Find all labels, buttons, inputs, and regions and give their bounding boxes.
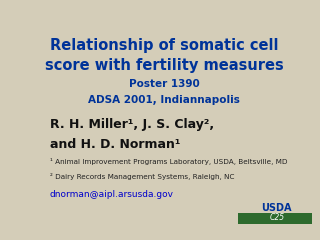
- Text: Relationship of somatic cell: Relationship of somatic cell: [50, 38, 278, 53]
- Text: C25: C25: [269, 214, 284, 222]
- Text: R. H. Miller¹, J. S. Clay²,: R. H. Miller¹, J. S. Clay²,: [50, 118, 214, 131]
- Text: dnorman@aipl.arsusda.gov: dnorman@aipl.arsusda.gov: [50, 190, 174, 198]
- Text: ² Dairy Records Management Systems, Raleigh, NC: ² Dairy Records Management Systems, Rale…: [50, 173, 235, 180]
- Text: ADSA 2001, Indiannapolis: ADSA 2001, Indiannapolis: [88, 95, 240, 105]
- Text: and H. D. Norman¹: and H. D. Norman¹: [50, 138, 180, 151]
- Text: USDA: USDA: [261, 204, 292, 213]
- Text: score with fertility measures: score with fertility measures: [44, 58, 284, 73]
- Text: ¹ Animal Improvement Programs Laboratory, USDA, Beltsville, MD: ¹ Animal Improvement Programs Laboratory…: [50, 158, 287, 165]
- Text: Poster 1390: Poster 1390: [129, 79, 199, 89]
- Bar: [238, 213, 312, 224]
